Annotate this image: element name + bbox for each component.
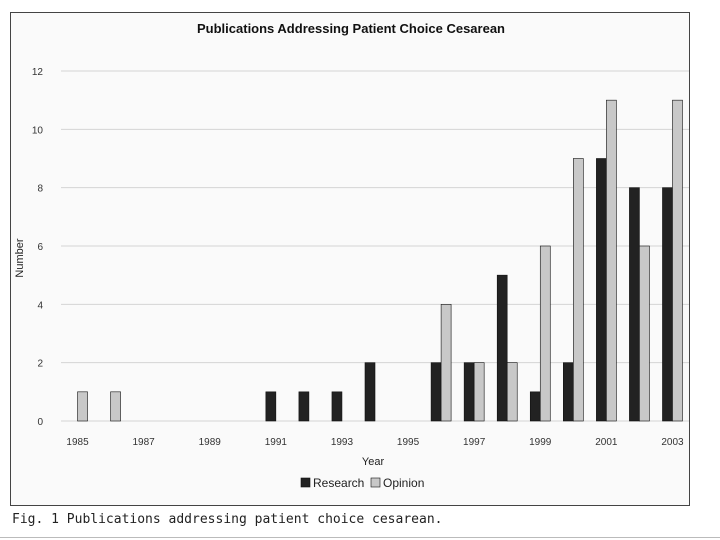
bar-opinion-2002 xyxy=(639,245,650,422)
bar-research-2000 xyxy=(563,362,574,422)
chart-title: Publications Addressing Patient Choice C… xyxy=(197,21,505,36)
bar-research-1991 xyxy=(265,391,277,422)
x-tick-label: 1993 xyxy=(331,437,354,448)
y-tick-label: 2 xyxy=(37,359,43,370)
y-tick-label: 0 xyxy=(37,417,43,428)
bar-research-1994 xyxy=(364,362,376,422)
bar-chart: Publications Addressing Patient Choice C… xyxy=(14,21,689,490)
figure-caption: Fig. 1 Publications addressing patient c… xyxy=(12,512,443,527)
bars xyxy=(77,99,683,422)
x-tick-label: 1999 xyxy=(529,437,552,448)
y-tick-labels: 0 2 4 6 8 10 12 xyxy=(32,67,44,428)
bar-opinion-1985 xyxy=(77,391,88,422)
bar-opinion-2001 xyxy=(606,99,617,422)
chart-frame: Publications Addressing Patient Choice C… xyxy=(10,12,690,506)
bar-research-2001 xyxy=(596,158,607,422)
bar-opinion-1999 xyxy=(539,245,551,422)
bar-opinion-2003 xyxy=(672,99,683,422)
y-tick-label: 10 xyxy=(32,125,44,136)
legend-swatch-research xyxy=(300,477,311,488)
y-tick-label: 6 xyxy=(37,242,43,253)
legend-swatch-opinion xyxy=(370,477,381,488)
x-tick-label: 2003 xyxy=(661,437,684,448)
divider xyxy=(0,537,720,538)
y-tick-label: 12 xyxy=(32,67,44,78)
x-axis-label: Year xyxy=(362,456,385,468)
bar-opinion-1986 xyxy=(110,391,121,422)
bar-opinion-1996 xyxy=(440,304,452,422)
bar-opinion-1998 xyxy=(506,362,518,422)
legend-label-research: Research xyxy=(313,476,364,490)
bar-research-2002 xyxy=(629,187,640,422)
bar-research-1999 xyxy=(529,391,541,422)
x-tick-label: 2001 xyxy=(595,437,618,448)
x-tick-label: 1995 xyxy=(397,437,420,448)
bar-opinion-2000 xyxy=(573,158,584,422)
bar-research-2003 xyxy=(662,187,673,422)
x-tick-label: 1991 xyxy=(265,437,288,448)
bar-opinion-1997 xyxy=(473,362,485,422)
bar-research-1992 xyxy=(298,391,310,422)
x-tick-label: 1985 xyxy=(66,437,89,448)
legend: Research Opinion xyxy=(300,476,424,490)
bar-research-1996 xyxy=(430,362,442,422)
bar-research-1997 xyxy=(463,362,475,422)
y-tick-label: 4 xyxy=(37,300,43,311)
x-tick-label: 1997 xyxy=(463,437,486,448)
x-tick-label: 1989 xyxy=(199,437,222,448)
bar-research-1993 xyxy=(331,391,343,422)
y-axis-label: Number xyxy=(14,238,26,277)
bar-research-1998 xyxy=(496,274,508,422)
gridlines xyxy=(61,70,689,422)
legend-label-opinion: Opinion xyxy=(383,476,424,490)
x-tick-label: 1987 xyxy=(133,437,156,448)
x-tick-labels: 1985 1987 1989 1991 1993 1995 1997 1999 2001 2003 xyxy=(66,437,684,448)
y-tick-label: 8 xyxy=(37,184,43,195)
